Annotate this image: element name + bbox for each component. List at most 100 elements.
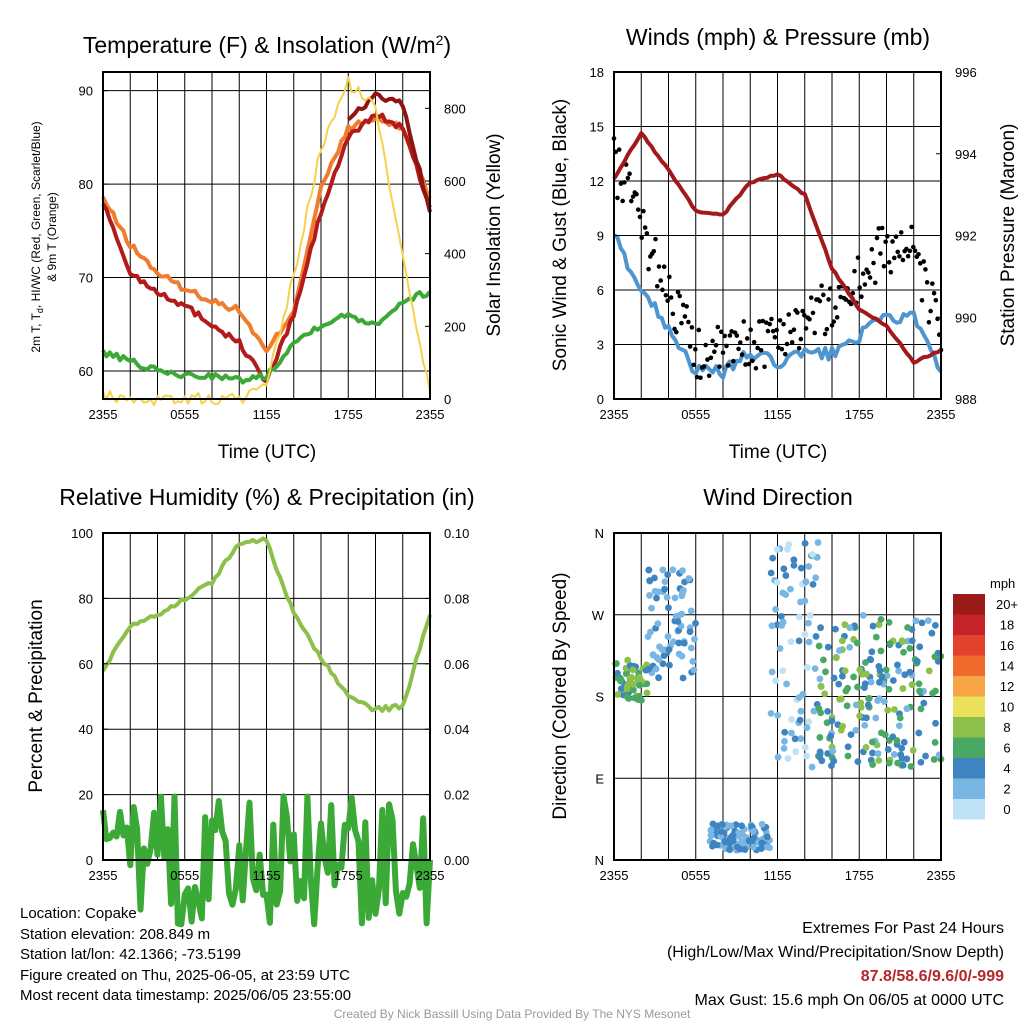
direction-point [884, 706, 892, 714]
direction-point [882, 666, 890, 674]
direction-point [782, 572, 790, 579]
direction-point [805, 619, 812, 627]
y-tick-label: 3 [597, 338, 604, 353]
direction-point [630, 680, 637, 688]
direction-point [749, 828, 757, 835]
direction-point [895, 722, 903, 730]
direction-point [692, 619, 699, 627]
direction-point [930, 756, 938, 763]
direction-point [822, 668, 829, 676]
gust-point [755, 345, 760, 351]
gust-point [741, 319, 747, 324]
gust-point [897, 254, 902, 259]
gust-point [834, 315, 840, 320]
direction-point [768, 622, 776, 630]
direction-point [819, 656, 827, 664]
direction-point [916, 687, 923, 695]
direction-point [811, 665, 819, 673]
gust-point [654, 283, 660, 289]
gust-point [859, 294, 864, 299]
x-tick-label: 2355 [89, 868, 118, 883]
direction-point [890, 751, 898, 758]
direction-point [909, 746, 917, 754]
direction-point [661, 585, 669, 593]
colorbar-label: 16 [1000, 638, 1014, 653]
direction-point [654, 620, 662, 627]
direction-point [817, 709, 825, 717]
x-tick-label: 2355 [600, 407, 629, 422]
direction-point [827, 732, 835, 740]
direction-point [721, 838, 729, 845]
direction-point [931, 653, 939, 661]
direction-point [626, 674, 634, 682]
x-tick-label: 0555 [681, 407, 710, 422]
gust-point [843, 297, 849, 302]
insolation-ylabel: Solar Insolation (Yellow) [484, 133, 505, 336]
direction-point [769, 554, 777, 562]
direction-point [797, 707, 805, 715]
gust-point [622, 180, 627, 185]
direction-point [824, 750, 832, 757]
series-line [613, 233, 943, 380]
y2-tick-label: 800 [444, 101, 466, 116]
direction-point [629, 666, 637, 674]
gust-point [827, 286, 833, 291]
direction-point [821, 690, 829, 698]
direction-point [885, 759, 893, 767]
direction-point [899, 761, 907, 769]
gust-point [703, 342, 708, 348]
plot-frame [613, 532, 942, 861]
direction-point [868, 738, 876, 746]
gust-point [675, 289, 681, 295]
gust-point [720, 350, 726, 356]
direction-point [741, 846, 749, 853]
gust-point [930, 281, 935, 286]
direction-point [816, 734, 824, 741]
direction-point [853, 639, 861, 647]
direction-point [844, 743, 852, 751]
gust-point [739, 352, 745, 357]
colorbar-swatch [953, 594, 985, 615]
direction-point [790, 556, 798, 564]
direction-point [852, 726, 860, 734]
gust-point [933, 297, 939, 303]
direction-point [867, 678, 875, 686]
gust-point [869, 247, 875, 252]
series-line [101, 116, 432, 354]
direction-point [655, 656, 663, 663]
direction-point [872, 714, 880, 722]
direction-point [735, 832, 743, 840]
direction-point [780, 744, 788, 752]
colorbar-swatch [953, 655, 985, 676]
gust-point [836, 284, 842, 290]
gust-point [803, 326, 809, 331]
gust-point [905, 253, 911, 259]
gust-point [767, 321, 773, 327]
direction-point [876, 695, 883, 703]
gust-point [855, 255, 861, 260]
direction-point [875, 621, 883, 629]
y2-tick-label: 600 [444, 174, 466, 189]
credit-text: Created By Nick Bassill Using Data Provi… [333, 1007, 691, 1021]
direction-point [920, 699, 928, 707]
direction-point [805, 563, 813, 570]
gust-point [770, 328, 776, 334]
gust-point [615, 195, 620, 201]
gust-point [821, 292, 826, 298]
x-tick-label: 2355 [600, 868, 629, 883]
gust-point [708, 355, 714, 361]
direction-point [777, 613, 785, 620]
direction-point [899, 685, 907, 692]
direction-point [774, 753, 782, 761]
direction-point [931, 621, 939, 629]
direction-point [810, 707, 818, 715]
gust-point [784, 341, 790, 347]
gust-point [890, 239, 895, 244]
gust-point [677, 293, 683, 299]
gust-point [748, 327, 753, 333]
gust-point [824, 326, 830, 332]
gust-point [782, 351, 788, 357]
direction-point [877, 615, 885, 623]
gust-point [857, 285, 862, 290]
gust-point [701, 364, 707, 369]
